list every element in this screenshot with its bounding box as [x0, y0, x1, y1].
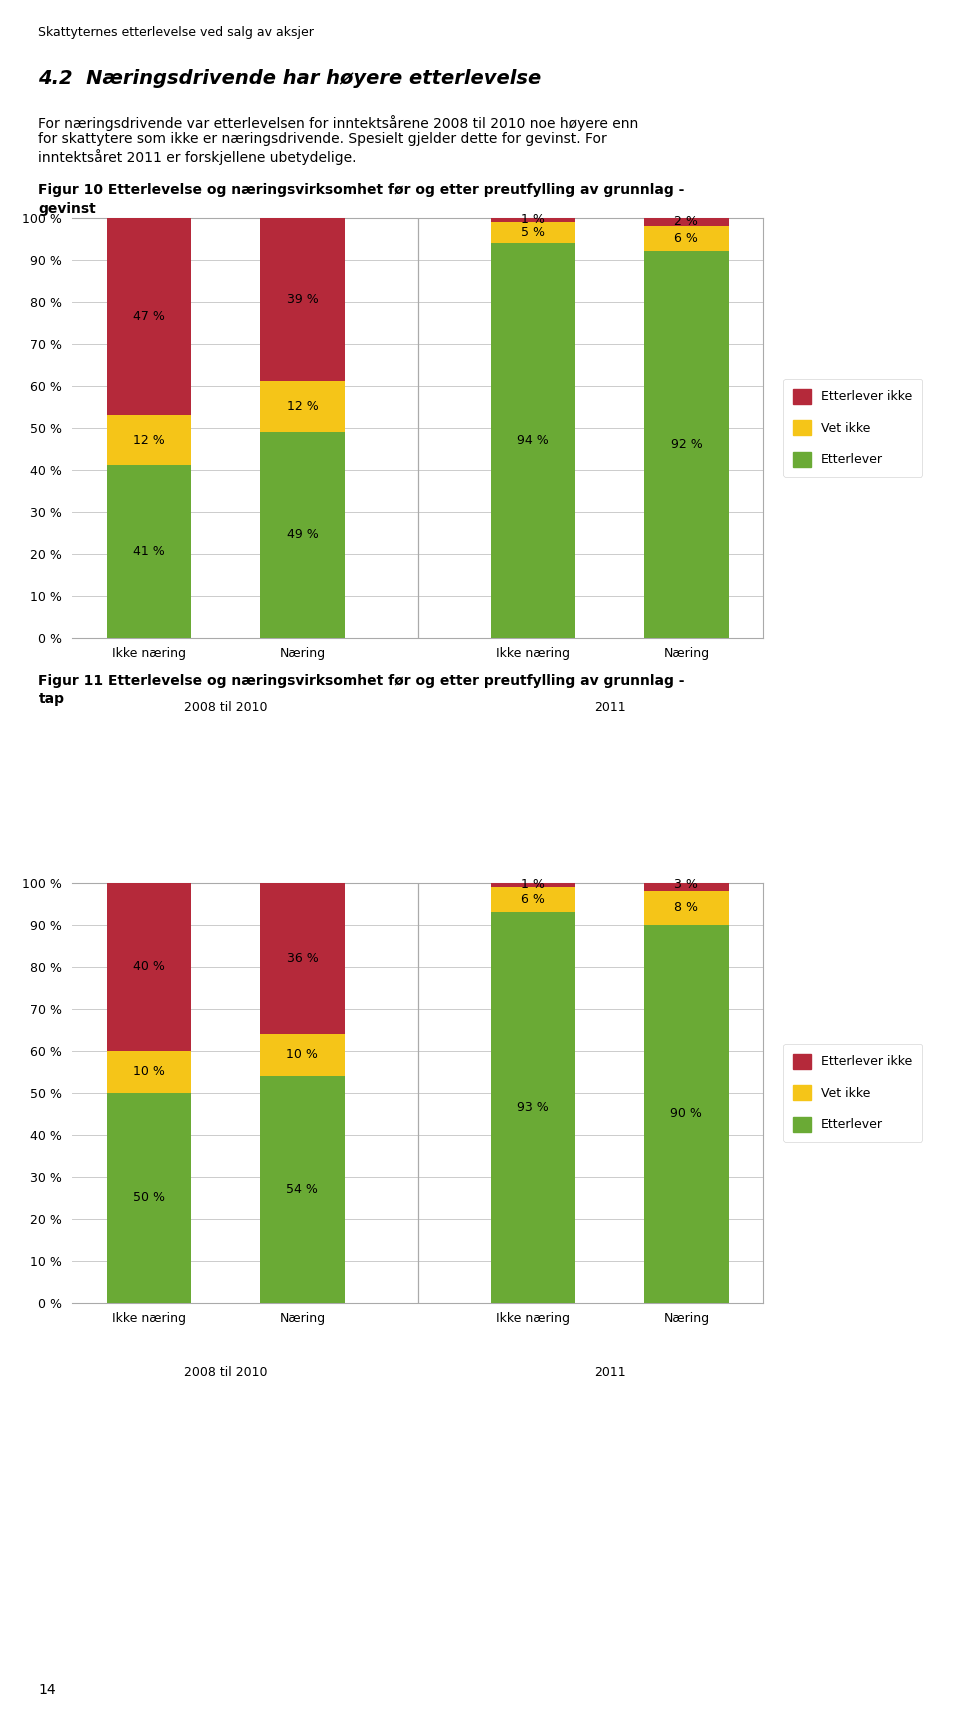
Text: 54 %: 54 %: [286, 1183, 319, 1196]
Bar: [644, 891, 729, 926]
Text: 12 %: 12 %: [286, 399, 319, 413]
Text: 47 %: 47 %: [132, 310, 165, 322]
Text: 90 %: 90 %: [670, 1107, 703, 1121]
Bar: [260, 218, 345, 382]
Bar: [491, 218, 575, 221]
Text: 36 %: 36 %: [286, 951, 319, 965]
Bar: [107, 1094, 191, 1303]
Text: 14: 14: [38, 1683, 56, 1697]
Text: 2011: 2011: [594, 1366, 625, 1378]
Bar: [644, 252, 729, 638]
Text: 5 %: 5 %: [520, 226, 544, 238]
Text: 92 %: 92 %: [670, 439, 703, 451]
Text: 40 %: 40 %: [132, 960, 165, 974]
Bar: [491, 886, 575, 912]
Text: 10 %: 10 %: [132, 1064, 165, 1078]
Bar: [107, 466, 191, 638]
Text: 6 %: 6 %: [675, 231, 698, 245]
Bar: [107, 1051, 191, 1094]
Text: Figur 11 Etterlevelse og næringsvirksomhet før og etter preutfylling av grunnlag: Figur 11 Etterlevelse og næringsvirksomh…: [38, 674, 684, 687]
Bar: [107, 415, 191, 466]
Text: Figur 10 Etterlevelse og næringsvirksomhet før og etter preutfylling av grunnlag: Figur 10 Etterlevelse og næringsvirksomh…: [38, 183, 684, 197]
Bar: [260, 1076, 345, 1303]
Bar: [644, 226, 729, 252]
Text: 2 %: 2 %: [675, 216, 698, 228]
Text: 39 %: 39 %: [286, 293, 319, 307]
Bar: [491, 912, 575, 1303]
Text: 50 %: 50 %: [132, 1191, 165, 1205]
Text: Skattyternes etterlevelse ved salg av aksjer: Skattyternes etterlevelse ved salg av ak…: [38, 26, 314, 39]
Text: 49 %: 49 %: [286, 528, 319, 542]
Text: 2011: 2011: [594, 701, 625, 713]
Text: 6 %: 6 %: [521, 893, 544, 907]
Legend: Etterlever ikke, Vet ikke, Etterlever: Etterlever ikke, Vet ikke, Etterlever: [783, 1044, 922, 1142]
Text: 1 %: 1 %: [521, 213, 544, 226]
Text: inntektsåret 2011 er forskjellene ubetydelige.: inntektsåret 2011 er forskjellene ubetyd…: [38, 149, 357, 165]
Bar: [644, 218, 729, 226]
Text: 2008 til 2010: 2008 til 2010: [184, 701, 267, 713]
Text: 1 %: 1 %: [521, 878, 544, 891]
Text: 2008 til 2010: 2008 til 2010: [184, 1366, 267, 1378]
Text: 8 %: 8 %: [674, 902, 698, 914]
Bar: [260, 1034, 345, 1076]
Text: 94 %: 94 %: [516, 434, 549, 447]
Text: For næringsdrivende var etterlevelsen for inntektsårene 2008 til 2010 noe høyere: For næringsdrivende var etterlevelsen fo…: [38, 115, 638, 130]
Bar: [260, 432, 345, 638]
Text: 12 %: 12 %: [132, 434, 165, 447]
Legend: Etterlever ikke, Vet ikke, Etterlever: Etterlever ikke, Vet ikke, Etterlever: [783, 379, 922, 476]
Text: 41 %: 41 %: [132, 545, 165, 559]
Text: gevinst: gevinst: [38, 202, 96, 216]
Bar: [644, 926, 729, 1303]
Bar: [107, 883, 191, 1051]
Bar: [644, 879, 729, 891]
Bar: [260, 883, 345, 1034]
Text: 10 %: 10 %: [286, 1049, 319, 1061]
Bar: [491, 243, 575, 638]
Text: for skattytere som ikke er næringsdrivende. Spesielt gjelder dette for gevinst. : for skattytere som ikke er næringsdriven…: [38, 132, 607, 146]
Text: 93 %: 93 %: [516, 1100, 549, 1114]
Bar: [491, 221, 575, 243]
Bar: [491, 883, 575, 886]
Text: tap: tap: [38, 692, 64, 706]
Bar: [260, 382, 345, 432]
Text: 3 %: 3 %: [675, 878, 698, 891]
Bar: [107, 218, 191, 415]
Text: 4.2  Næringsdrivende har høyere etterlevelse: 4.2 Næringsdrivende har høyere etterleve…: [38, 69, 541, 87]
